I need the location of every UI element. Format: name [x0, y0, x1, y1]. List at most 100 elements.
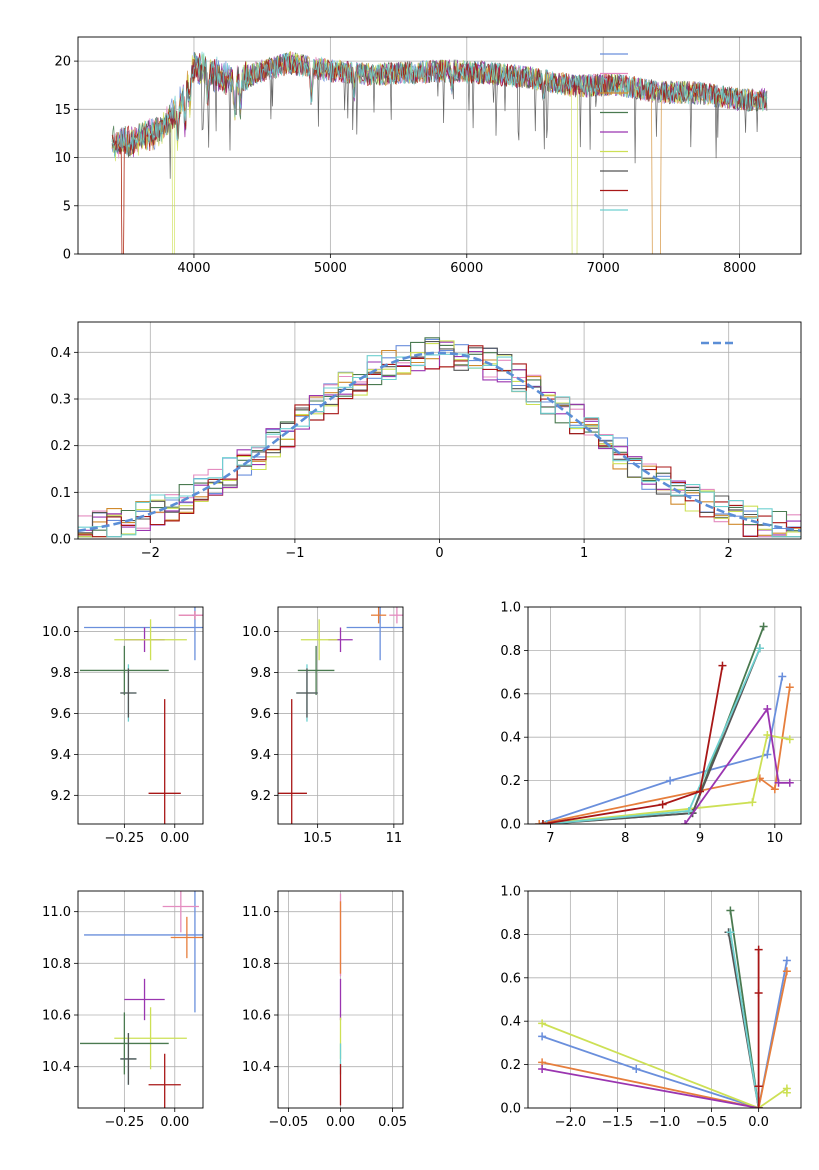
axes-frame	[527, 606, 802, 825]
axes-frame	[77, 36, 802, 255]
weight-series	[538, 622, 768, 824]
weight-marker	[755, 644, 764, 653]
ticks: 7 8 9 10 0.0 0.2 0.4 0.6 0.8 1.0	[500, 601, 783, 847]
weight-marker	[785, 683, 794, 692]
errorbar-point	[297, 645, 335, 696]
errorbar-point	[84, 607, 203, 661]
weight-marker	[763, 704, 772, 713]
x-tick-label: −0.5	[696, 1115, 728, 1130]
weight-marker	[754, 1082, 763, 1091]
errorbar-point	[80, 645, 169, 696]
y-tick-label: 15	[54, 103, 71, 118]
weight-marker	[718, 661, 727, 670]
histogram-steps	[78, 345, 801, 538]
y-tick-label: 10.8	[42, 957, 71, 972]
chart-panel-4: 7 8 9 10 0.0 0.2 0.4 0.6 0.8 1.0	[500, 601, 802, 847]
grid	[528, 606, 801, 825]
errorbar-point	[148, 699, 181, 824]
weight-marker	[666, 776, 675, 785]
weight-marker	[542, 820, 551, 824]
weight-marker	[785, 778, 794, 787]
errorbar-point	[114, 619, 187, 661]
errorbar-point	[124, 978, 165, 1021]
spectrum-line	[111, 50, 768, 254]
ticks: −0.05 0.00 0.05 10.4 10.6 10.8 11.0	[242, 905, 407, 1130]
weight-marker	[754, 945, 763, 954]
y-tick-label: 0.2	[50, 439, 71, 454]
plot-area	[111, 50, 768, 254]
weight-marker	[782, 967, 791, 976]
weight-line	[542, 665, 724, 824]
weight-marker	[782, 956, 791, 965]
errorbar-point	[346, 607, 403, 661]
weight-marker	[538, 820, 547, 824]
axes-frame	[77, 321, 802, 540]
errorbar-point	[80, 1012, 169, 1075]
x-tick-label: 7000	[587, 261, 620, 276]
x-tick-label: 0.0	[748, 1115, 769, 1130]
weight-marker	[538, 1019, 547, 1028]
plot-area	[535, 622, 794, 824]
y-tick-label: 0.0	[500, 818, 521, 833]
y-tick-label: 9.8	[50, 666, 71, 681]
x-tick-label: −0.25	[104, 831, 144, 846]
errorbar-point	[84, 891, 203, 1013]
errorbar-point	[114, 1007, 187, 1070]
x-tick-label: −0.25	[104, 1115, 144, 1130]
x-tick-label: 4000	[177, 261, 210, 276]
weight-marker	[754, 1104, 763, 1108]
y-tick-label: 0.4	[500, 1015, 521, 1030]
axes-frame	[277, 890, 404, 1109]
histogram-steps	[78, 341, 801, 537]
plot-area	[78, 337, 801, 538]
x-tick-label: 0	[435, 546, 443, 561]
x-tick-label: 9	[696, 831, 704, 846]
y-tick-label: 0.4	[500, 731, 521, 746]
plot-area	[80, 607, 203, 824]
x-tick-label: −1.5	[602, 1115, 634, 1130]
weight-marker	[538, 1032, 547, 1041]
weight-series	[754, 945, 763, 1108]
y-tick-label: 0.4	[50, 346, 71, 361]
y-tick-label: 11.0	[42, 905, 71, 920]
y-tick-label: 0.2	[500, 1058, 521, 1073]
axes-frame	[527, 890, 802, 1109]
histogram-steps	[78, 353, 801, 538]
x-tick-label: −2.0	[555, 1115, 587, 1130]
errorbar-point	[278, 699, 307, 824]
ticks: −2.0 −1.5 −1.0 −0.5 0.0 0.0 0.2 0.4 0.6 0.8 1.0	[500, 885, 769, 1131]
y-tick-label: 0.0	[500, 1102, 521, 1117]
weight-line	[729, 932, 760, 1108]
errorbar-point	[389, 607, 403, 624]
weight-line	[541, 971, 788, 1108]
y-tick-label: 1.0	[500, 601, 521, 616]
grid	[528, 890, 801, 1109]
x-tick-label: 2	[725, 546, 733, 561]
errorbar-point	[120, 668, 137, 718]
y-tick-label: 0	[63, 248, 71, 263]
y-tick-label: 9.2	[50, 789, 71, 804]
weight-marker	[748, 798, 757, 807]
chart-panel-3: 10.5 11 9.2 9.4 9.6 9.8 10.0	[242, 606, 404, 846]
y-tick-label: 20	[54, 55, 71, 70]
x-tick-label: 7	[546, 831, 554, 846]
errorbar-point	[370, 607, 387, 624]
errorbar-point	[296, 668, 318, 718]
spectrum-line	[111, 53, 768, 254]
y-tick-label: 10.6	[242, 1009, 271, 1024]
y-tick-label: 9.4	[50, 748, 71, 763]
weight-series	[681, 704, 794, 824]
weight-marker	[726, 928, 735, 937]
x-tick-label: 8000	[723, 261, 756, 276]
x-tick-label: 11	[386, 831, 403, 846]
weight-marker	[774, 778, 783, 787]
weight-series	[542, 644, 764, 824]
ticks: 4000 5000 6000 7000 8000 0 5 10 15 20	[54, 55, 756, 276]
weight-marker	[782, 1088, 791, 1097]
x-tick-label: 10.5	[303, 831, 332, 846]
legend	[600, 53, 628, 211]
ticks: 10.5 11 9.2 9.4 9.6 9.8 10.0	[242, 625, 402, 846]
weight-line	[542, 626, 765, 824]
weight-marker	[632, 1064, 641, 1073]
y-tick-label: 9.8	[250, 666, 271, 681]
